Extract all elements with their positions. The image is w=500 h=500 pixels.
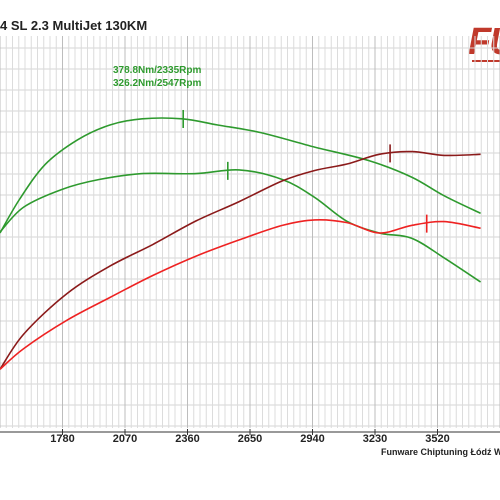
series-line-2 — [0, 168, 482, 283]
footer-credit: Funware Chiptuning Łódź W — [381, 447, 500, 457]
x-tick-label: 3230 — [363, 433, 387, 445]
series-line-4 — [0, 218, 481, 370]
brand-logo: FU — [468, 18, 500, 66]
x-tick-label: 1780 — [50, 433, 74, 445]
x-tick-label: 2650 — [238, 433, 262, 445]
x-tick-label: 2360 — [175, 433, 199, 445]
logo-underline — [472, 60, 500, 62]
peak-annotation: 326.2Nm/2547Rpm — [113, 78, 201, 89]
series-line-3 — [0, 150, 481, 370]
x-tick-label: 3520 — [425, 433, 449, 445]
x-tick-label: 2070 — [113, 433, 137, 445]
peak-annotation: 378.8Nm/2335Rpm — [113, 65, 201, 76]
series-line-1 — [0, 117, 481, 234]
x-tick-label: 2940 — [300, 433, 324, 445]
logo-text: FU — [468, 21, 500, 63]
chart-title: 4 SL 2.3 MultiJet 130KM — [0, 18, 148, 33]
